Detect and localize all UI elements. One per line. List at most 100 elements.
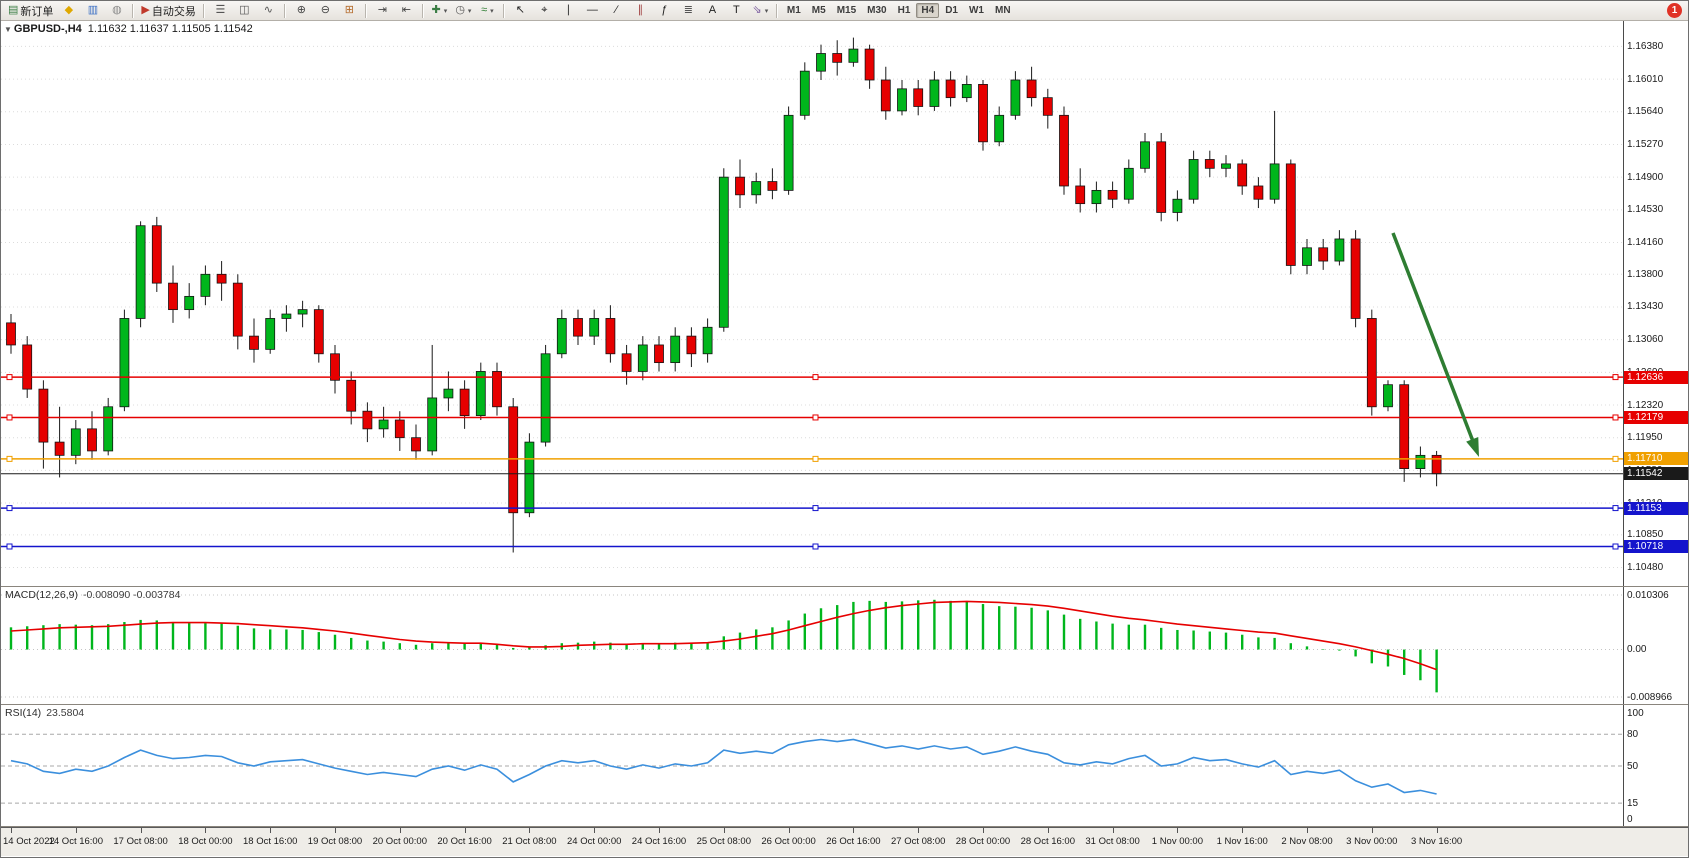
timeframe-h1[interactable]: H1 bbox=[897, 5, 911, 16]
label-button[interactable]: T bbox=[725, 1, 748, 20]
time-label: 21 Oct 08:00 bbox=[502, 836, 557, 847]
timeframe-m30[interactable]: M30 bbox=[867, 5, 887, 16]
line-handle[interactable] bbox=[812, 543, 819, 550]
fibonacci-button[interactable]: ƒ bbox=[653, 1, 676, 20]
candlestick-chart-button[interactable]: ◫ bbox=[233, 1, 256, 20]
timeframe-w1[interactable]: W1 bbox=[968, 5, 984, 16]
tile-windows-icon: ⊞ bbox=[344, 4, 354, 16]
chevron-down-icon[interactable]: ▼ bbox=[4, 25, 12, 34]
bull-candle bbox=[184, 295, 195, 311]
bear-candle bbox=[249, 335, 259, 350]
toolbar-separator bbox=[502, 3, 505, 18]
chart-shift-button[interactable]: ⇤ bbox=[395, 1, 418, 20]
bear-candle bbox=[654, 344, 664, 364]
rsi-axis[interactable]: 100 80 50 15 0 bbox=[1623, 705, 1688, 826]
price-axis[interactable]: 1.16380 1.16010 1.15640 1.15270 1.14900 1.145… bbox=[1623, 21, 1688, 586]
indicators-button[interactable]: ≈ ▾ bbox=[476, 1, 499, 20]
arrows-button[interactable]: ⇘ ▾ bbox=[749, 1, 772, 20]
line-handle[interactable] bbox=[1612, 505, 1619, 512]
rsi-axis-tick: 15 bbox=[1627, 797, 1639, 809]
autotrade-button[interactable]: ▶ 自动交易 bbox=[138, 1, 198, 20]
timeframe-m15[interactable]: M15 bbox=[836, 5, 857, 16]
trend-arrow-annotation[interactable] bbox=[1391, 232, 1479, 457]
zoom-out-button[interactable]: ⊖ bbox=[314, 1, 337, 20]
main-chart-plot[interactable]: ▼ GBPUSD-,H4 1.11632 1.11637 1.11505 1.115… bbox=[1, 21, 1623, 586]
auto-scroll-button[interactable]: ⇥ bbox=[371, 1, 394, 20]
rsi-plot[interactable]: RSI(14) 23.5804 bbox=[1, 705, 1623, 826]
bear-candle bbox=[232, 282, 243, 337]
line-handle[interactable] bbox=[1612, 374, 1619, 381]
timeframe-mn[interactable]: MN bbox=[994, 5, 1011, 16]
new-order-button[interactable]: ▤ 新订单 bbox=[5, 1, 56, 20]
bear-candle bbox=[168, 282, 178, 311]
toolbar-separator bbox=[202, 3, 205, 18]
line-handle[interactable] bbox=[1612, 543, 1619, 550]
bear-candle bbox=[686, 335, 697, 355]
price-axis-tick: 1.10850 bbox=[1627, 529, 1664, 541]
mql-editor-button[interactable]: ◆ bbox=[57, 1, 80, 20]
macd-axis[interactable]: 0.010306 0.00 -0.008966 bbox=[1623, 587, 1688, 704]
time-label: 3 Nov 16:00 bbox=[1410, 836, 1463, 847]
timeframe-m1[interactable]: M1 bbox=[786, 5, 801, 16]
bull-candle bbox=[540, 353, 551, 443]
timeframe-d1[interactable]: D1 bbox=[945, 5, 958, 16]
bear-candle bbox=[411, 437, 421, 452]
line-handle[interactable] bbox=[6, 455, 13, 462]
line-handle[interactable] bbox=[6, 414, 13, 421]
line-handle[interactable] bbox=[6, 374, 13, 381]
macd-label: MACD(12,26,9) -0.008090 -0.003784 bbox=[5, 589, 180, 601]
price-axis-tick: 1.14160 bbox=[1627, 237, 1664, 248]
horizontal-line-button[interactable]: — bbox=[581, 1, 604, 20]
macd-canvas[interactable] bbox=[1, 587, 1623, 704]
line-handle[interactable] bbox=[812, 374, 819, 381]
terminal-button[interactable]: ▥ bbox=[81, 1, 104, 20]
tile-windows-button[interactable]: ⊞ bbox=[338, 1, 361, 20]
line-handle[interactable] bbox=[6, 505, 13, 512]
price-axis-tick: 1.13430 bbox=[1627, 301, 1664, 313]
toolbar-button-groups: ▤ 新订单 ◆ ▥ ◍ ▶ 自动交易 ☰ ◫ ∿ ⊕ ⊖ ⊞ ⇥ ⇤ ✚ ▾ ◷ ▾ ≈ ▾ ↖ ⌖ ∣ — ∕ ∥ ƒ ≣ A T ⇘ ▾ bbox=[5, 1, 772, 20]
cursor-button[interactable]: ↖ bbox=[509, 1, 532, 20]
current-price-tag: 1.11542 bbox=[1624, 467, 1688, 481]
market-button[interactable]: ◍ bbox=[105, 1, 128, 20]
crosshair-button[interactable]: ⌖ bbox=[533, 1, 556, 20]
new-chart-button[interactable]: ✚ ▾ bbox=[428, 1, 451, 20]
zoom-in-button[interactable]: ⊕ bbox=[290, 1, 313, 20]
price-axis-tick: 1.16380 bbox=[1627, 40, 1664, 52]
macd-plot[interactable]: MACD(12,26,9) -0.008090 -0.003784 bbox=[1, 587, 1623, 704]
bar-chart-icon: ☰ bbox=[215, 4, 226, 16]
bar-chart-button[interactable]: ☰ bbox=[209, 1, 232, 20]
notification-badge[interactable]: 1 bbox=[1667, 3, 1682, 18]
channel-icon: ∥ bbox=[637, 4, 644, 16]
rsi-canvas[interactable] bbox=[1, 705, 1623, 826]
bull-candle bbox=[961, 84, 972, 99]
line-handle[interactable] bbox=[1612, 414, 1619, 421]
line-handle[interactable] bbox=[812, 505, 819, 512]
bear-candle bbox=[880, 79, 891, 112]
line-chart-button[interactable]: ∿ bbox=[257, 1, 280, 20]
arrow-shaft[interactable] bbox=[1391, 232, 1478, 449]
bull-candle bbox=[1123, 167, 1134, 200]
time-axis[interactable]: 14 Oct 2022 14 Oct 16:00 17 Oct 08:00 18 Oc… bbox=[1, 827, 1688, 856]
bear-candle bbox=[459, 388, 470, 417]
bear-candle bbox=[1042, 97, 1053, 116]
trendline-button[interactable]: ∕ bbox=[605, 1, 628, 20]
text-button[interactable]: A bbox=[701, 1, 724, 20]
rsi-value: 23.5804 bbox=[46, 707, 85, 719]
line-handle[interactable] bbox=[812, 414, 819, 421]
profiles-button[interactable]: ◷ ▾ bbox=[452, 1, 475, 20]
vertical-line-button[interactable]: ∣ bbox=[557, 1, 580, 20]
price-axis-tick: 1.11950 bbox=[1627, 432, 1663, 444]
chevron-down-icon: ▾ bbox=[467, 7, 472, 15]
main-chart-canvas[interactable] bbox=[1, 21, 1623, 586]
line-handle[interactable] bbox=[1612, 455, 1619, 462]
price-axis-tick: 1.15640 bbox=[1627, 106, 1664, 118]
timeframe-m5[interactable]: M5 bbox=[811, 5, 826, 16]
macd-axis-tick: 0.010306 bbox=[1627, 589, 1669, 601]
grid-button[interactable]: ≣ bbox=[677, 1, 700, 20]
timeframe-h4[interactable]: H4 bbox=[916, 3, 940, 18]
bull-candle bbox=[1188, 159, 1199, 200]
channel-button[interactable]: ∥ bbox=[629, 1, 652, 20]
price-tag: 1.11153 bbox=[1624, 501, 1688, 515]
line-handle[interactable] bbox=[6, 543, 13, 550]
line-handle[interactable] bbox=[812, 455, 819, 462]
